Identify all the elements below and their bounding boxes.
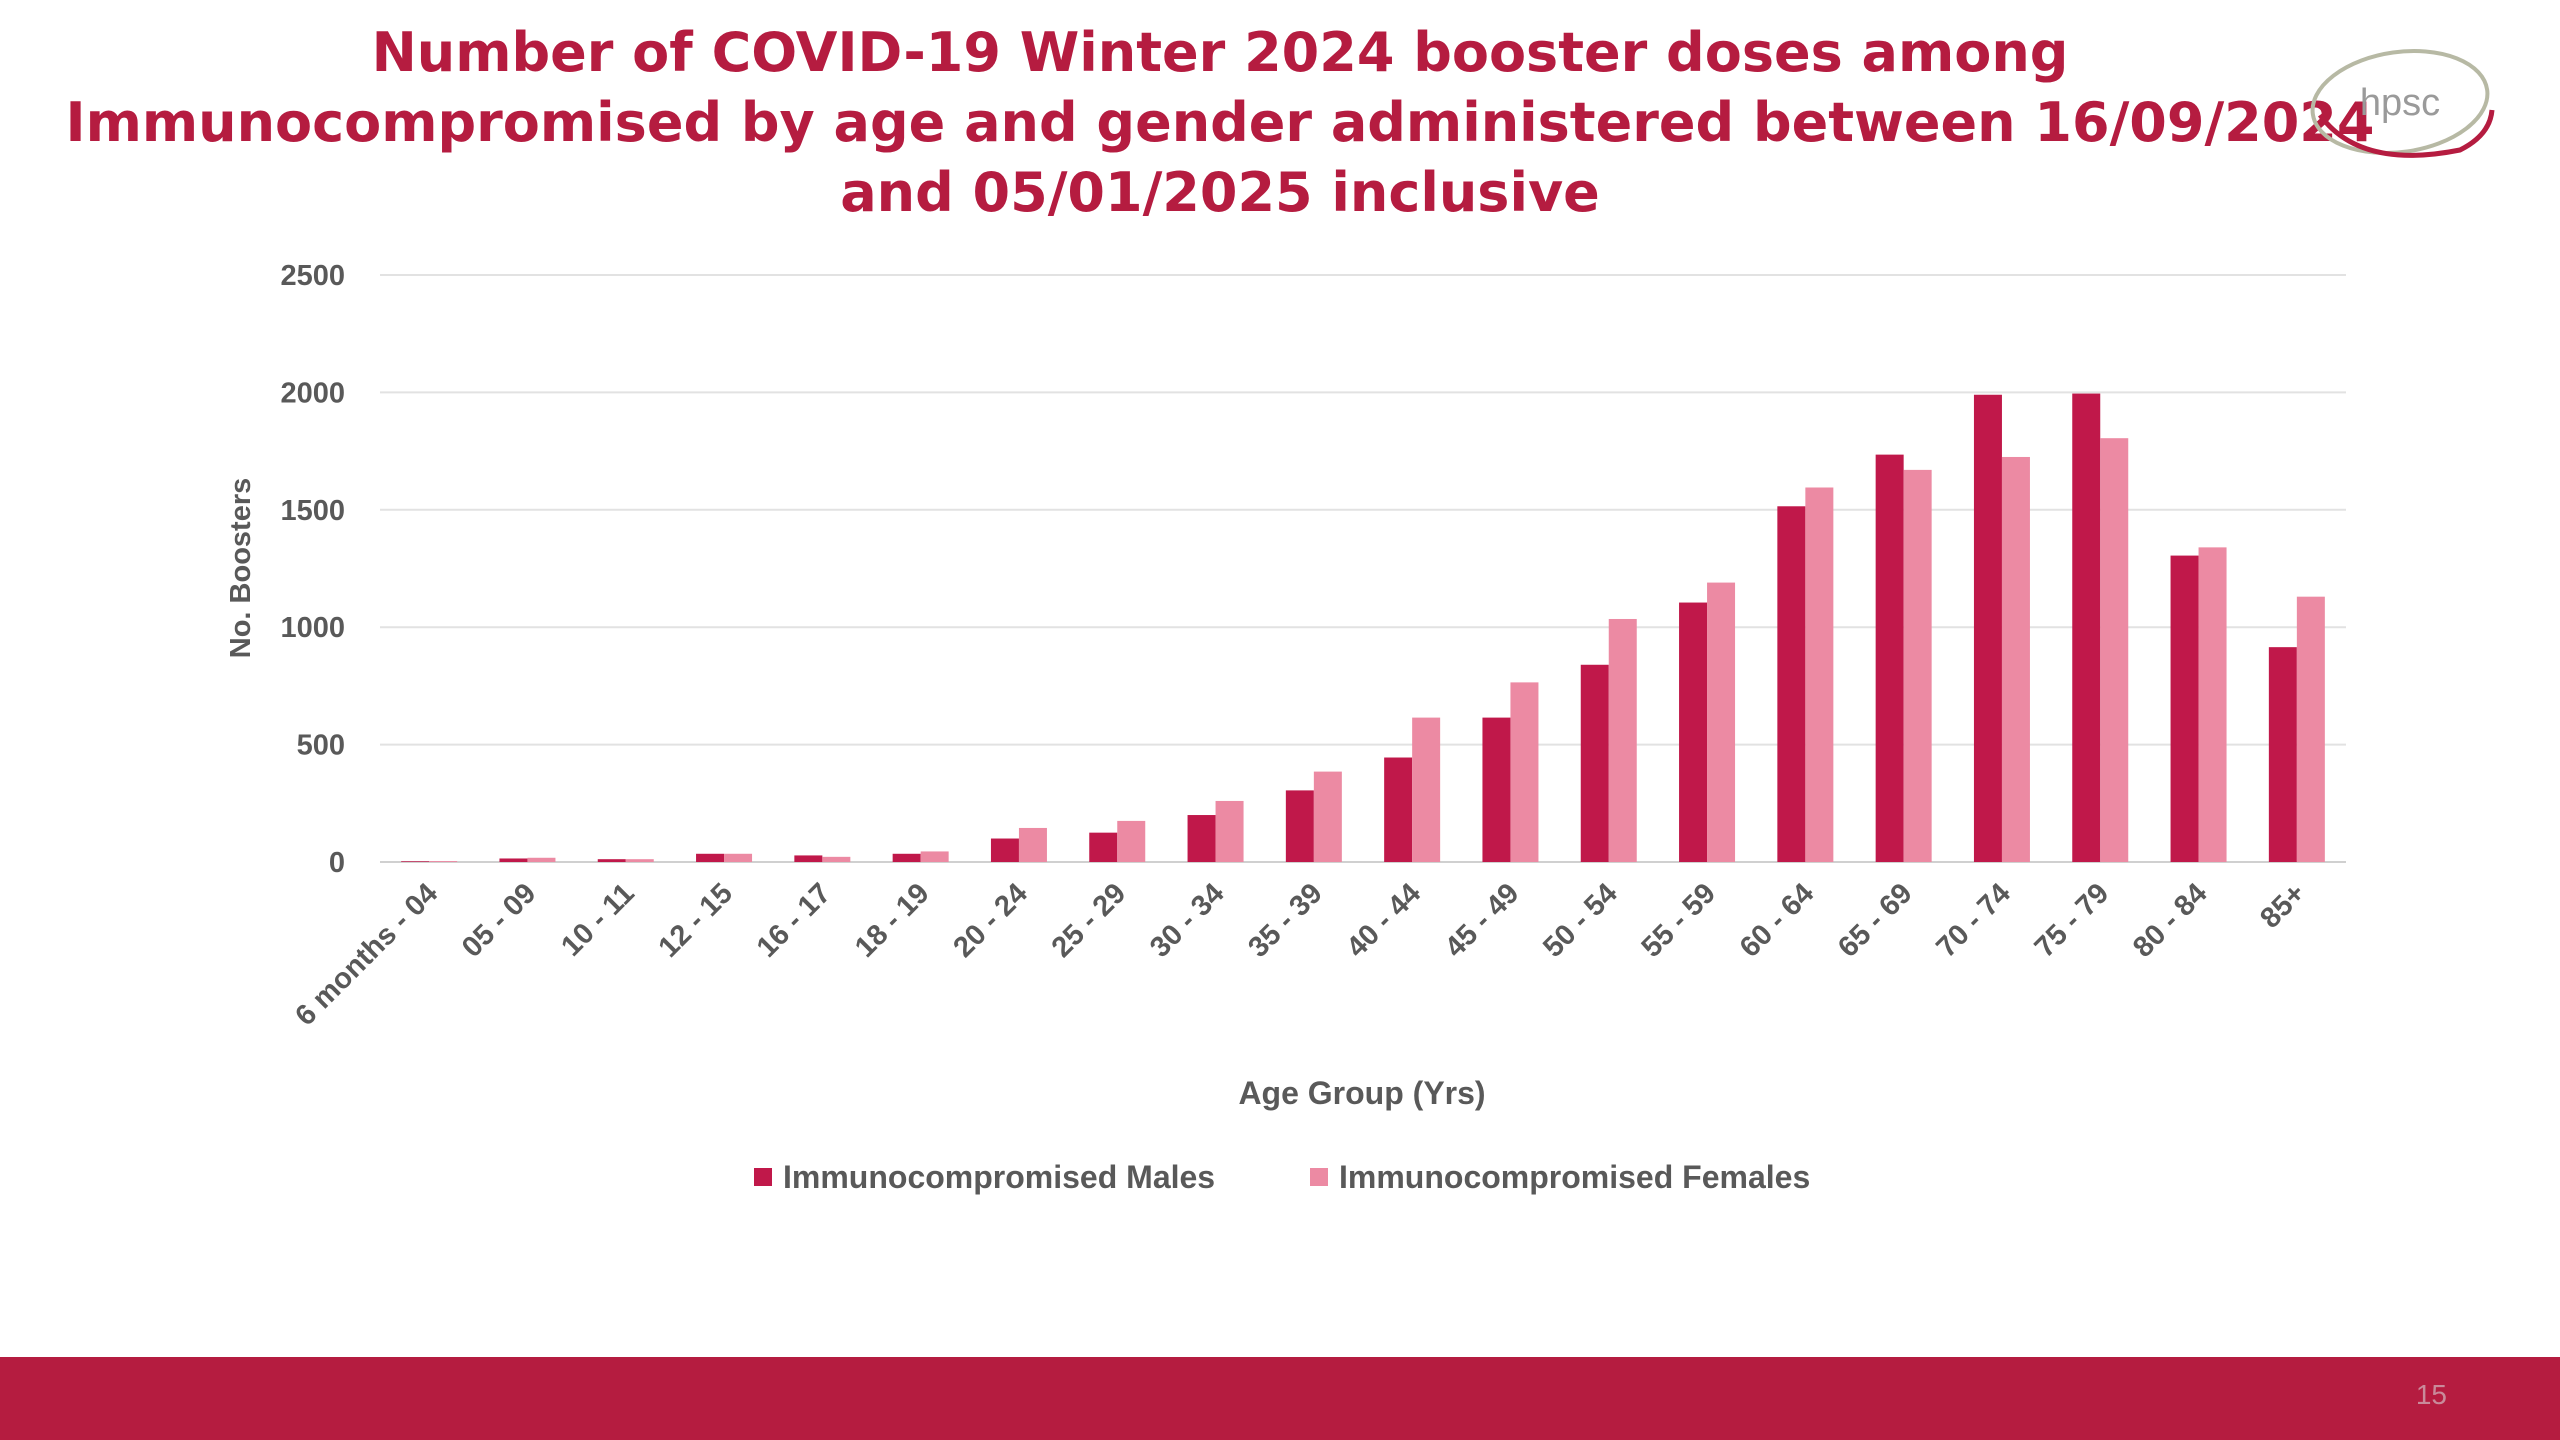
grid-lines <box>380 274 2346 863</box>
x-tick-label: 85+ <box>2254 877 2311 934</box>
bar-females-0 <box>429 861 458 862</box>
bar-females-3 <box>724 853 753 862</box>
x-tick-label: 70 - 74 <box>1930 877 2016 963</box>
bar-females-6 <box>1018 827 1047 862</box>
bar-males-3 <box>696 853 725 862</box>
title-line-2: Immunocompromised by age and gender admi… <box>65 91 2375 154</box>
legend-swatch-females <box>1310 1168 1328 1186</box>
legend: Immunocompromised Males Immunocompromise… <box>754 1159 1810 1195</box>
bar-females-9 <box>1313 771 1342 862</box>
bar-females-4 <box>822 856 851 862</box>
bar-males-12 <box>1580 664 1609 862</box>
x-tick-label: 30 - 34 <box>1144 877 1230 963</box>
y-axis-ticks: 0 500 1000 1500 2000 2500 <box>280 260 345 879</box>
logo-text: hpsc <box>2360 82 2440 124</box>
title-line-3: and 05/01/2025 inclusive <box>840 161 1600 224</box>
y-tick-label: 500 <box>297 730 345 762</box>
bar-males-2 <box>597 859 626 862</box>
bar-females-16 <box>2001 456 2030 862</box>
y-tick-label: 0 <box>329 847 345 879</box>
x-axis-label: Age Group (Yrs) <box>1238 1075 1485 1111</box>
bar-males-4 <box>794 855 823 862</box>
bar-males-18 <box>2170 555 2199 862</box>
bar-males-15 <box>1875 454 1904 862</box>
bar-females-1 <box>527 857 556 862</box>
bar-males-0 <box>401 861 430 862</box>
bar-females-14 <box>1805 487 1834 862</box>
bar-females-7 <box>1117 820 1146 862</box>
legend-label-females: Immunocompromised Females <box>1339 1159 1810 1195</box>
x-tick-label: 12 - 15 <box>653 877 739 963</box>
y-tick-label: 2000 <box>280 377 345 409</box>
y-tick-label: 1000 <box>280 612 345 644</box>
x-tick-label: 50 - 54 <box>1537 877 1623 963</box>
bar-females-5 <box>920 851 949 862</box>
bar-females-12 <box>1608 618 1637 862</box>
bar-males-16 <box>1973 394 2002 862</box>
x-tick-label: 25 - 29 <box>1046 877 1132 963</box>
bar-females-8 <box>1215 800 1244 862</box>
bar-females-13 <box>1707 582 1736 862</box>
bar-males-5 <box>892 853 921 862</box>
x-tick-label: 40 - 44 <box>1341 877 1427 963</box>
y-axis-label: No. Boosters <box>225 478 257 658</box>
bar-males-11 <box>1482 717 1511 862</box>
x-tick-label: 55 - 59 <box>1636 877 1722 963</box>
x-tick-label: 80 - 84 <box>2127 877 2213 963</box>
x-tick-label: 18 - 19 <box>849 877 935 963</box>
legend-swatch-males <box>754 1168 772 1186</box>
x-tick-label: 45 - 49 <box>1439 877 1525 963</box>
bar-females-10 <box>1412 717 1441 862</box>
x-tick-label: 16 - 17 <box>751 877 837 963</box>
bar-females-15 <box>1903 469 1932 862</box>
bar-males-14 <box>1777 506 1806 862</box>
bar-males-1 <box>499 858 528 862</box>
x-tick-label: 05 - 09 <box>456 877 542 963</box>
bar-males-8 <box>1187 815 1216 862</box>
page-number: 15 <box>2415 1379 2447 1410</box>
hpsc-logo: hpsc <box>2310 48 2495 158</box>
y-tick-label: 1500 <box>280 495 345 527</box>
legend-label-males: Immunocompromised Males <box>783 1159 1215 1195</box>
bar-males-7 <box>1089 832 1118 862</box>
y-tick-label: 2500 <box>280 260 345 292</box>
x-tick-label: 35 - 39 <box>1242 877 1328 963</box>
bar-males-9 <box>1285 790 1314 862</box>
chart-title: Number of COVID-19 Winter 2024 booster d… <box>40 18 2400 228</box>
title-line-1: Number of COVID-19 Winter 2024 booster d… <box>371 21 2069 84</box>
bar-females-17 <box>2100 438 2129 862</box>
bar-males-13 <box>1679 602 1708 862</box>
bar-males-17 <box>2072 393 2101 862</box>
bar-males-6 <box>990 838 1019 862</box>
x-tick-label: 65 - 69 <box>1832 877 1918 963</box>
footer-bar: 15 <box>0 1357 2560 1440</box>
bar-males-19 <box>2268 647 2297 862</box>
bar-females-18 <box>2198 547 2227 862</box>
x-tick-label: 60 - 64 <box>1734 877 1820 963</box>
bars <box>401 393 2325 862</box>
x-tick-label: 6 months - 04 <box>289 877 444 1032</box>
bar-females-2 <box>625 859 654 862</box>
bar-females-11 <box>1510 682 1539 862</box>
bar-males-10 <box>1384 757 1413 862</box>
x-axis-ticks: 6 months - 04 05 - 09 10 - 11 12 - 15 16 - 1… <box>289 877 2312 1032</box>
x-tick-label: 10 - 11 <box>555 877 640 962</box>
x-tick-label: 20 - 24 <box>947 877 1033 963</box>
bar-females-19 <box>2296 596 2325 862</box>
x-tick-label: 75 - 79 <box>2029 877 2115 963</box>
